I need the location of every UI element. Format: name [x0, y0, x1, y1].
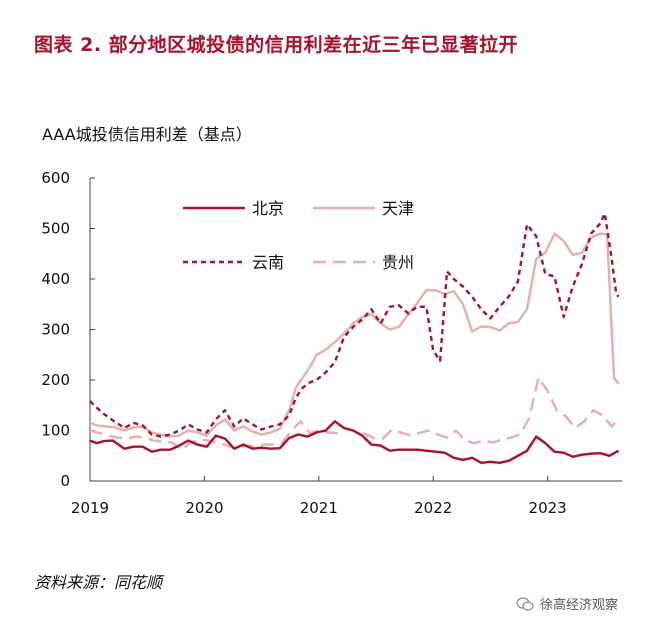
x-tick-label: 2019: [71, 499, 109, 517]
y-tick-label: 600: [41, 169, 70, 187]
watermark-text: 徐高经济观察: [540, 598, 619, 613]
y-tick-label: 500: [41, 220, 70, 238]
wechat-icon: [516, 596, 534, 611]
y-tick-label: 400: [41, 270, 70, 288]
legend-label-0: 北京: [252, 199, 284, 218]
chart-title: 图表 2. 部分地区城投债的信用利差在近三年已显著拉开: [34, 34, 519, 56]
source-note: 资料来源：同花顺: [34, 573, 163, 592]
y-tick-label: 200: [41, 371, 70, 389]
legend-label-1: 天津: [382, 199, 414, 218]
series-line-1: [89, 232, 620, 438]
series-line-2: [89, 212, 620, 438]
x-tick-label: 2020: [185, 499, 223, 517]
series-line-0: [89, 420, 620, 464]
y-tick-label: 0: [60, 472, 70, 490]
legend-label-2: 云南: [252, 253, 284, 272]
x-tick-label: 2022: [414, 499, 452, 517]
x-tick-label: 2021: [300, 499, 338, 517]
y-tick-label: 100: [41, 422, 70, 440]
y-axis-label: AAA城投债信用利差（基点）: [42, 125, 252, 144]
x-tick-label: 2023: [529, 499, 567, 517]
watermark: 徐高经济观察: [516, 594, 618, 613]
y-tick-label: 300: [41, 321, 70, 339]
legend-label-3: 贵州: [382, 253, 414, 272]
